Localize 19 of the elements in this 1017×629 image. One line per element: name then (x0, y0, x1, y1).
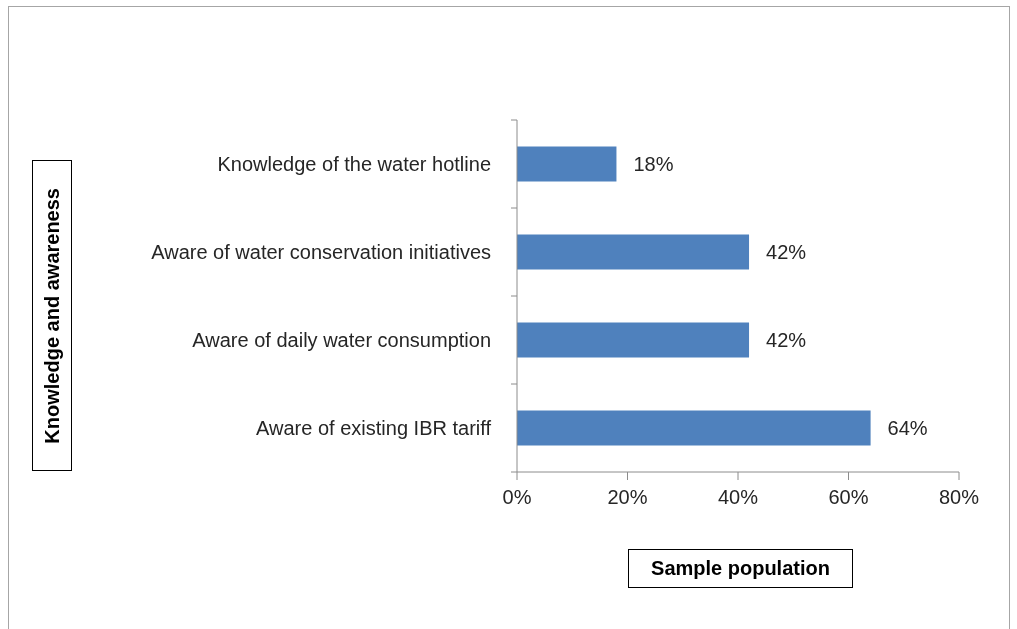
x-tick-label: 60% (828, 486, 869, 509)
x-tick-label: 0% (502, 486, 532, 509)
y-tick-label: Aware of daily water consumption (192, 329, 491, 351)
y-tick-label: Aware of water conservation initiatives (151, 241, 491, 263)
bar (517, 234, 750, 270)
x-axis-title: Sample population (651, 557, 830, 580)
data-label: 42% (766, 329, 807, 351)
y-tick-label: Aware of existing IBR tariff (256, 417, 492, 439)
data-label: 18% (633, 153, 674, 175)
x-tick-label: 20% (607, 486, 648, 509)
x-tick-label: 40% (717, 486, 759, 509)
data-label: 42% (766, 241, 807, 263)
x-tick-label: 80% (938, 486, 980, 509)
bar (517, 146, 617, 182)
y-tick-label: Knowledge of the water hotline (217, 153, 491, 175)
bar (517, 410, 871, 446)
data-label: 64% (887, 417, 928, 439)
bar (517, 322, 750, 358)
y-axis-title: Knowledge and awareness (40, 187, 64, 444)
